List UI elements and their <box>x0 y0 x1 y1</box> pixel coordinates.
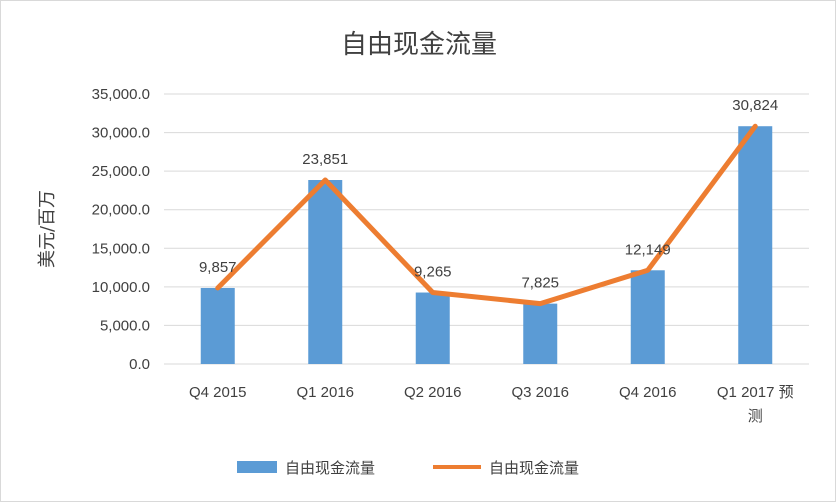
gridlines <box>164 93 809 365</box>
data-labels: 9,857 23,851 9,265 7,825 12,149 30,824 <box>199 97 778 291</box>
bar <box>738 126 773 364</box>
x-tick-label: Q2 2016 <box>404 384 462 401</box>
legend-line-label: 自由现金流量 <box>489 459 579 477</box>
y-tick-label: 25,000.0 <box>92 163 150 180</box>
x-tick-label: Q1 2017 预测 <box>717 384 794 425</box>
bar <box>523 303 558 364</box>
legend-bar-label: 自由现金流量 <box>285 459 375 477</box>
data-label: 30,824 <box>732 97 778 114</box>
data-label: 9,265 <box>414 264 452 281</box>
legend-bar-swatch <box>237 461 277 473</box>
bar <box>415 292 450 364</box>
data-label: 12,149 <box>625 241 671 258</box>
y-tick-label: 30,000.0 <box>92 125 150 142</box>
y-tick-label: 5,000.0 <box>100 317 150 334</box>
y-axis-label: 美元/百万 <box>37 190 58 268</box>
data-label: 7,825 <box>521 275 559 292</box>
line-series <box>215 123 758 307</box>
bar <box>308 180 343 364</box>
data-label: 23,851 <box>302 151 348 168</box>
y-tick-label: 15,000.0 <box>92 240 150 257</box>
y-tick-label: 10,000.0 <box>92 279 150 296</box>
bar-series <box>200 126 773 364</box>
y-tick-label: 35,000.0 <box>92 86 150 103</box>
legend: 自由现金流量 自由现金流量 <box>237 459 579 477</box>
x-tick-label: Q3 2016 <box>511 384 569 401</box>
y-axis-ticks: 0.0 5,000.0 10,000.0 15,000.0 20,000.0 25,000… <box>92 86 150 373</box>
x-tick-label: Q4 2016 <box>619 384 677 401</box>
bar <box>200 287 235 364</box>
x-axis-ticks: Q4 2015 Q1 2016 Q2 2016 Q3 2016 Q4 2016 Q1 20… <box>189 384 794 425</box>
y-tick-label: 20,000.0 <box>92 202 150 219</box>
chart-title: 自由现金流量 <box>341 30 497 60</box>
y-tick-label: 0.0 <box>129 356 150 373</box>
data-label: 9,857 <box>199 259 237 276</box>
bar <box>630 270 665 364</box>
series-line <box>215 123 758 307</box>
x-tick-label: Q1 2016 <box>296 384 354 401</box>
x-tick-label: Q4 2015 <box>189 384 247 401</box>
